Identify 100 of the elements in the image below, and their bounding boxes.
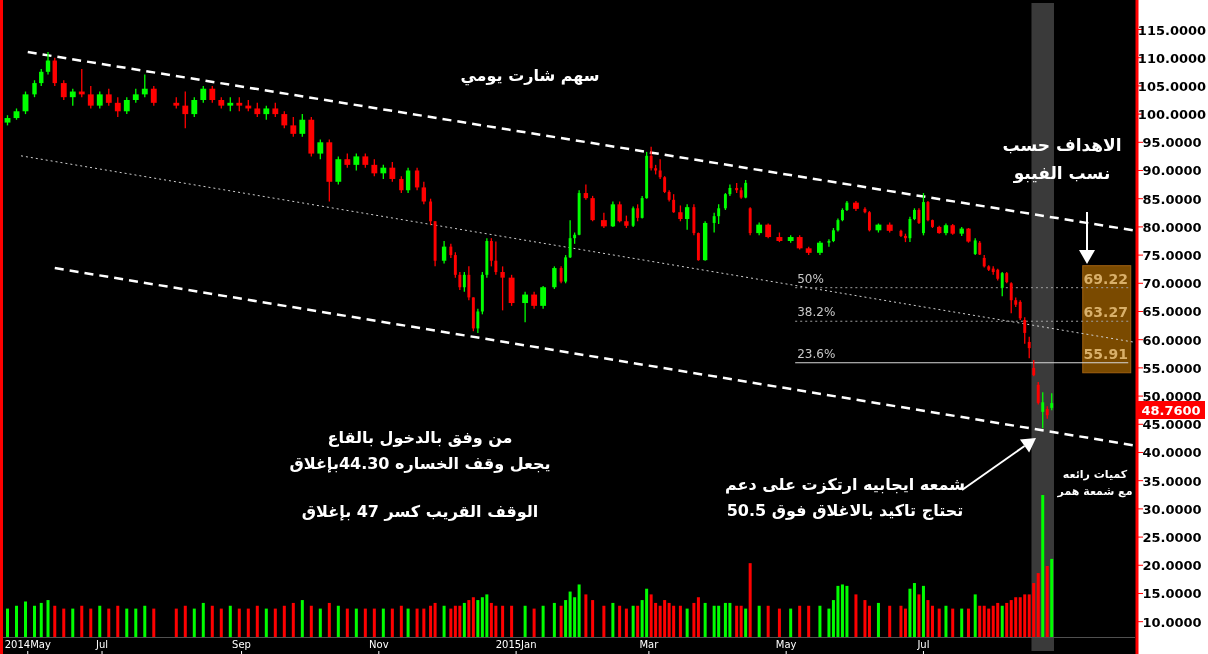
bar bbox=[273, 608, 277, 637]
bar bbox=[71, 608, 75, 637]
bar bbox=[960, 608, 964, 637]
bar bbox=[748, 563, 752, 637]
y-tick-label: 30.0000 bbox=[1142, 501, 1202, 517]
bar bbox=[611, 602, 615, 637]
candlestick bbox=[489, 237, 493, 268]
bar bbox=[672, 605, 676, 637]
y-tick-label: 95.0000 bbox=[1142, 135, 1202, 151]
bar bbox=[219, 608, 223, 637]
bar bbox=[210, 605, 214, 637]
bar bbox=[577, 584, 581, 637]
series-label: 38.2% bbox=[797, 305, 836, 320]
bar bbox=[1000, 605, 1004, 637]
bar bbox=[6, 608, 9, 637]
candlestick bbox=[114, 96, 121, 118]
candlestick bbox=[290, 116, 297, 138]
bar bbox=[728, 602, 732, 637]
candlestick bbox=[150, 85, 157, 107]
bar bbox=[433, 602, 437, 637]
y-tick-label: 55.0000 bbox=[1142, 360, 1202, 376]
y-tick-label: 90.0000 bbox=[1142, 163, 1202, 179]
y-tick-label: 20.0000 bbox=[1142, 558, 1202, 574]
candlestick bbox=[414, 167, 420, 191]
candlestick bbox=[335, 155, 342, 186]
x-tick-label: 2014May bbox=[4, 639, 51, 650]
y-tick-label: 60.0000 bbox=[1142, 332, 1202, 348]
y-tick-label: 115.0000 bbox=[1137, 22, 1207, 38]
candlestick bbox=[1023, 316, 1027, 345]
bar bbox=[840, 584, 844, 637]
bar bbox=[777, 608, 781, 637]
annotation: من وفق بالدخول بالقاع يجعل وقف الخساره 44.30بإغلاق bbox=[289, 428, 551, 473]
candlestick bbox=[476, 308, 480, 334]
annotation: 55.91 bbox=[1083, 345, 1128, 362]
candlestick bbox=[631, 205, 635, 228]
bar bbox=[309, 605, 313, 637]
bar bbox=[363, 608, 367, 637]
bar bbox=[453, 605, 457, 637]
bar bbox=[888, 605, 892, 637]
candlestick bbox=[389, 161, 396, 183]
bar bbox=[152, 608, 156, 637]
text: سهم شارت يومي bbox=[460, 66, 600, 86]
y-tick-label: 40.0000 bbox=[1142, 445, 1202, 461]
bar bbox=[143, 605, 147, 637]
bar bbox=[559, 605, 563, 637]
bar bbox=[282, 605, 286, 637]
candlestick bbox=[299, 113, 306, 138]
bar bbox=[291, 602, 295, 637]
bar bbox=[494, 605, 498, 637]
y-tick-label: 110.0000 bbox=[1137, 50, 1207, 66]
x-tick-label: Sep bbox=[232, 639, 251, 650]
bar bbox=[98, 605, 102, 637]
bar bbox=[978, 605, 982, 637]
candlestick bbox=[552, 265, 557, 290]
text: 48.7600 bbox=[1141, 403, 1201, 418]
bar bbox=[462, 602, 466, 637]
bar bbox=[89, 608, 93, 637]
bar bbox=[107, 608, 111, 637]
bar bbox=[692, 602, 696, 637]
candlestick bbox=[827, 238, 831, 248]
candlestick bbox=[908, 216, 912, 243]
bar bbox=[228, 605, 232, 637]
bar bbox=[1041, 495, 1045, 637]
y-tick-label: 75.0000 bbox=[1142, 248, 1202, 264]
bar bbox=[255, 605, 259, 637]
bar bbox=[996, 602, 1000, 637]
x-tick-label: Jul bbox=[94, 639, 109, 650]
bar bbox=[917, 594, 921, 637]
candlestick bbox=[1009, 281, 1013, 314]
candlestick bbox=[405, 167, 411, 194]
bar bbox=[246, 608, 250, 637]
series-label: 50% bbox=[797, 271, 824, 286]
bar bbox=[631, 605, 635, 637]
bar bbox=[1005, 602, 1009, 637]
x-tick-label: 2015Jan bbox=[495, 639, 537, 650]
candlestick bbox=[600, 212, 607, 229]
bar bbox=[53, 605, 57, 637]
bar bbox=[415, 608, 419, 637]
bar bbox=[966, 608, 970, 637]
candlestick bbox=[658, 158, 662, 180]
bar bbox=[183, 605, 187, 637]
bar bbox=[568, 591, 572, 637]
bar bbox=[476, 600, 480, 637]
bar bbox=[703, 602, 707, 637]
candlestick bbox=[182, 90, 189, 129]
bar bbox=[1036, 573, 1040, 637]
bar bbox=[1023, 594, 1027, 637]
y-tick-label: 35.0000 bbox=[1142, 473, 1202, 489]
bar bbox=[973, 594, 977, 637]
bar bbox=[744, 608, 748, 637]
y-tick-label: 100.0000 bbox=[1137, 107, 1207, 123]
bar bbox=[766, 605, 770, 637]
x-tick-label: Mar bbox=[639, 639, 660, 650]
bar bbox=[390, 608, 394, 637]
x-tick-label: Nov bbox=[369, 639, 389, 650]
bar bbox=[930, 605, 934, 637]
bar bbox=[471, 597, 475, 637]
candlestick bbox=[191, 96, 198, 118]
candlestick bbox=[590, 195, 595, 222]
bar bbox=[667, 602, 671, 637]
